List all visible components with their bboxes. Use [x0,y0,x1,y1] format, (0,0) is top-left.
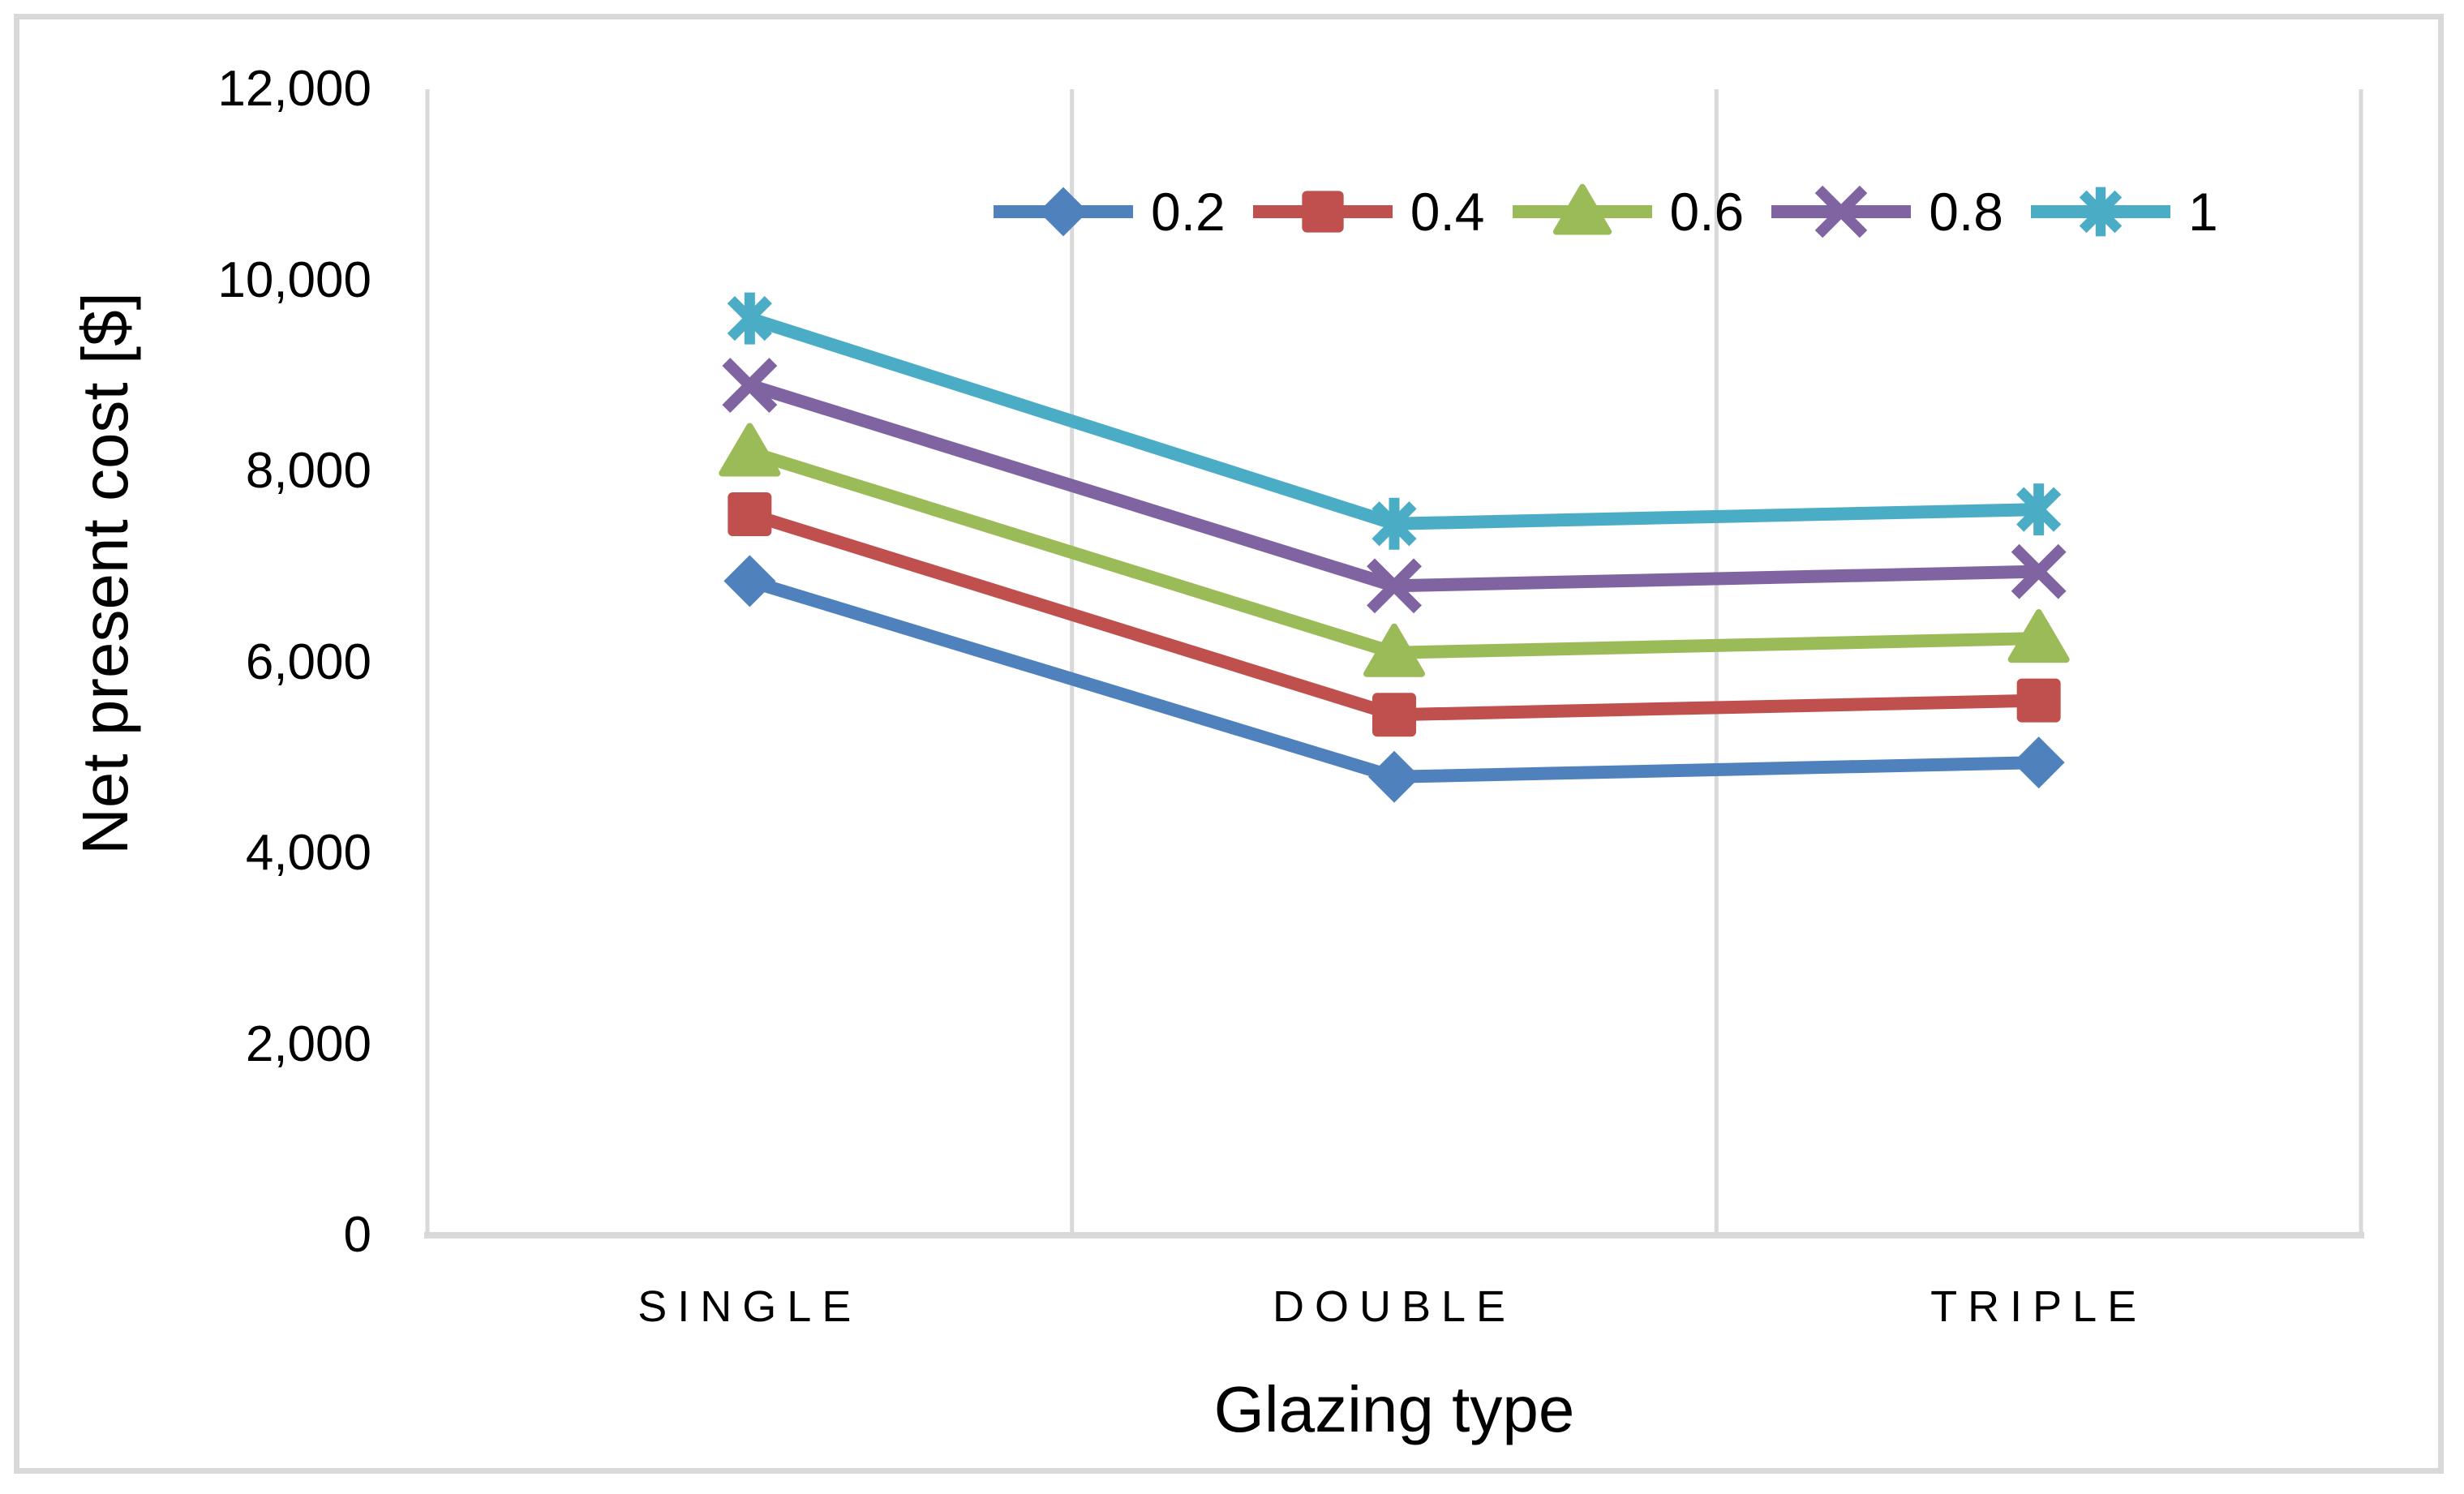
marker-x [1367,558,1422,614]
y-axis-title: Net present cost [$] [69,292,141,855]
y-tick-label: 0 [343,1207,371,1263]
marker-square [2016,678,2061,723]
marker-asterisk [727,292,772,345]
x-category-label: TRIPLE [1930,1282,2148,1331]
marker-diamond [1368,750,1420,803]
y-tick-label: 10,000 [217,251,371,308]
x-axis-title: Glazing type [1213,1373,1575,1445]
legend-item-0.4: 0.4 [1252,173,1485,251]
legend-item-1: 1 [2031,173,2218,251]
marker-triangle [2007,609,2070,663]
y-tick-label: 2,000 [245,1015,371,1072]
legend-marker-icon [1512,183,1652,235]
legend-item-label: 0.8 [1929,182,2003,242]
y-tick-label: 6,000 [245,633,371,690]
series-line-1 [747,311,2039,530]
marker-x [722,358,778,413]
legend: 0.2 0.4 0.6 0.8 1 [994,173,2218,251]
series-line-0.8 [747,379,2039,593]
legend-item-label: 0.2 [1151,182,1226,242]
series-line-0.6 [747,445,2039,659]
y-tick-label: 12,000 [217,61,371,117]
x-category-label: SINGLE [637,1282,862,1331]
marker-x [2011,543,2067,599]
y-tick-label: 4,000 [245,825,371,881]
marker-asterisk [1372,497,1417,550]
x-category-label: DOUBLE [1272,1282,1517,1331]
legend-item-label: 0.4 [1410,182,1485,242]
legend-marker-icon [994,187,1133,237]
legend-marker-icon [1252,191,1393,233]
legend-item-0.2: 0.2 [994,173,1226,251]
y-tick-label: 8,000 [245,443,371,499]
legend-item-label: 1 [2188,182,2218,242]
marker-diamond [723,555,776,607]
series-line-0.2 [748,574,2039,783]
marker-square [1372,693,1416,737]
marker-square [728,492,772,536]
marker-diamond [2012,736,2065,789]
legend-item-0.8: 0.8 [1771,173,2003,251]
marker-triangle [719,423,781,477]
legend-item-label: 0.6 [1669,182,1745,242]
legend-marker-icon [1771,185,1912,238]
legend-marker-icon [2031,187,2170,237]
marker-asterisk [2016,483,2062,536]
legend-item-0.6: 0.6 [1512,173,1745,251]
marker-triangle [1363,623,1425,677]
